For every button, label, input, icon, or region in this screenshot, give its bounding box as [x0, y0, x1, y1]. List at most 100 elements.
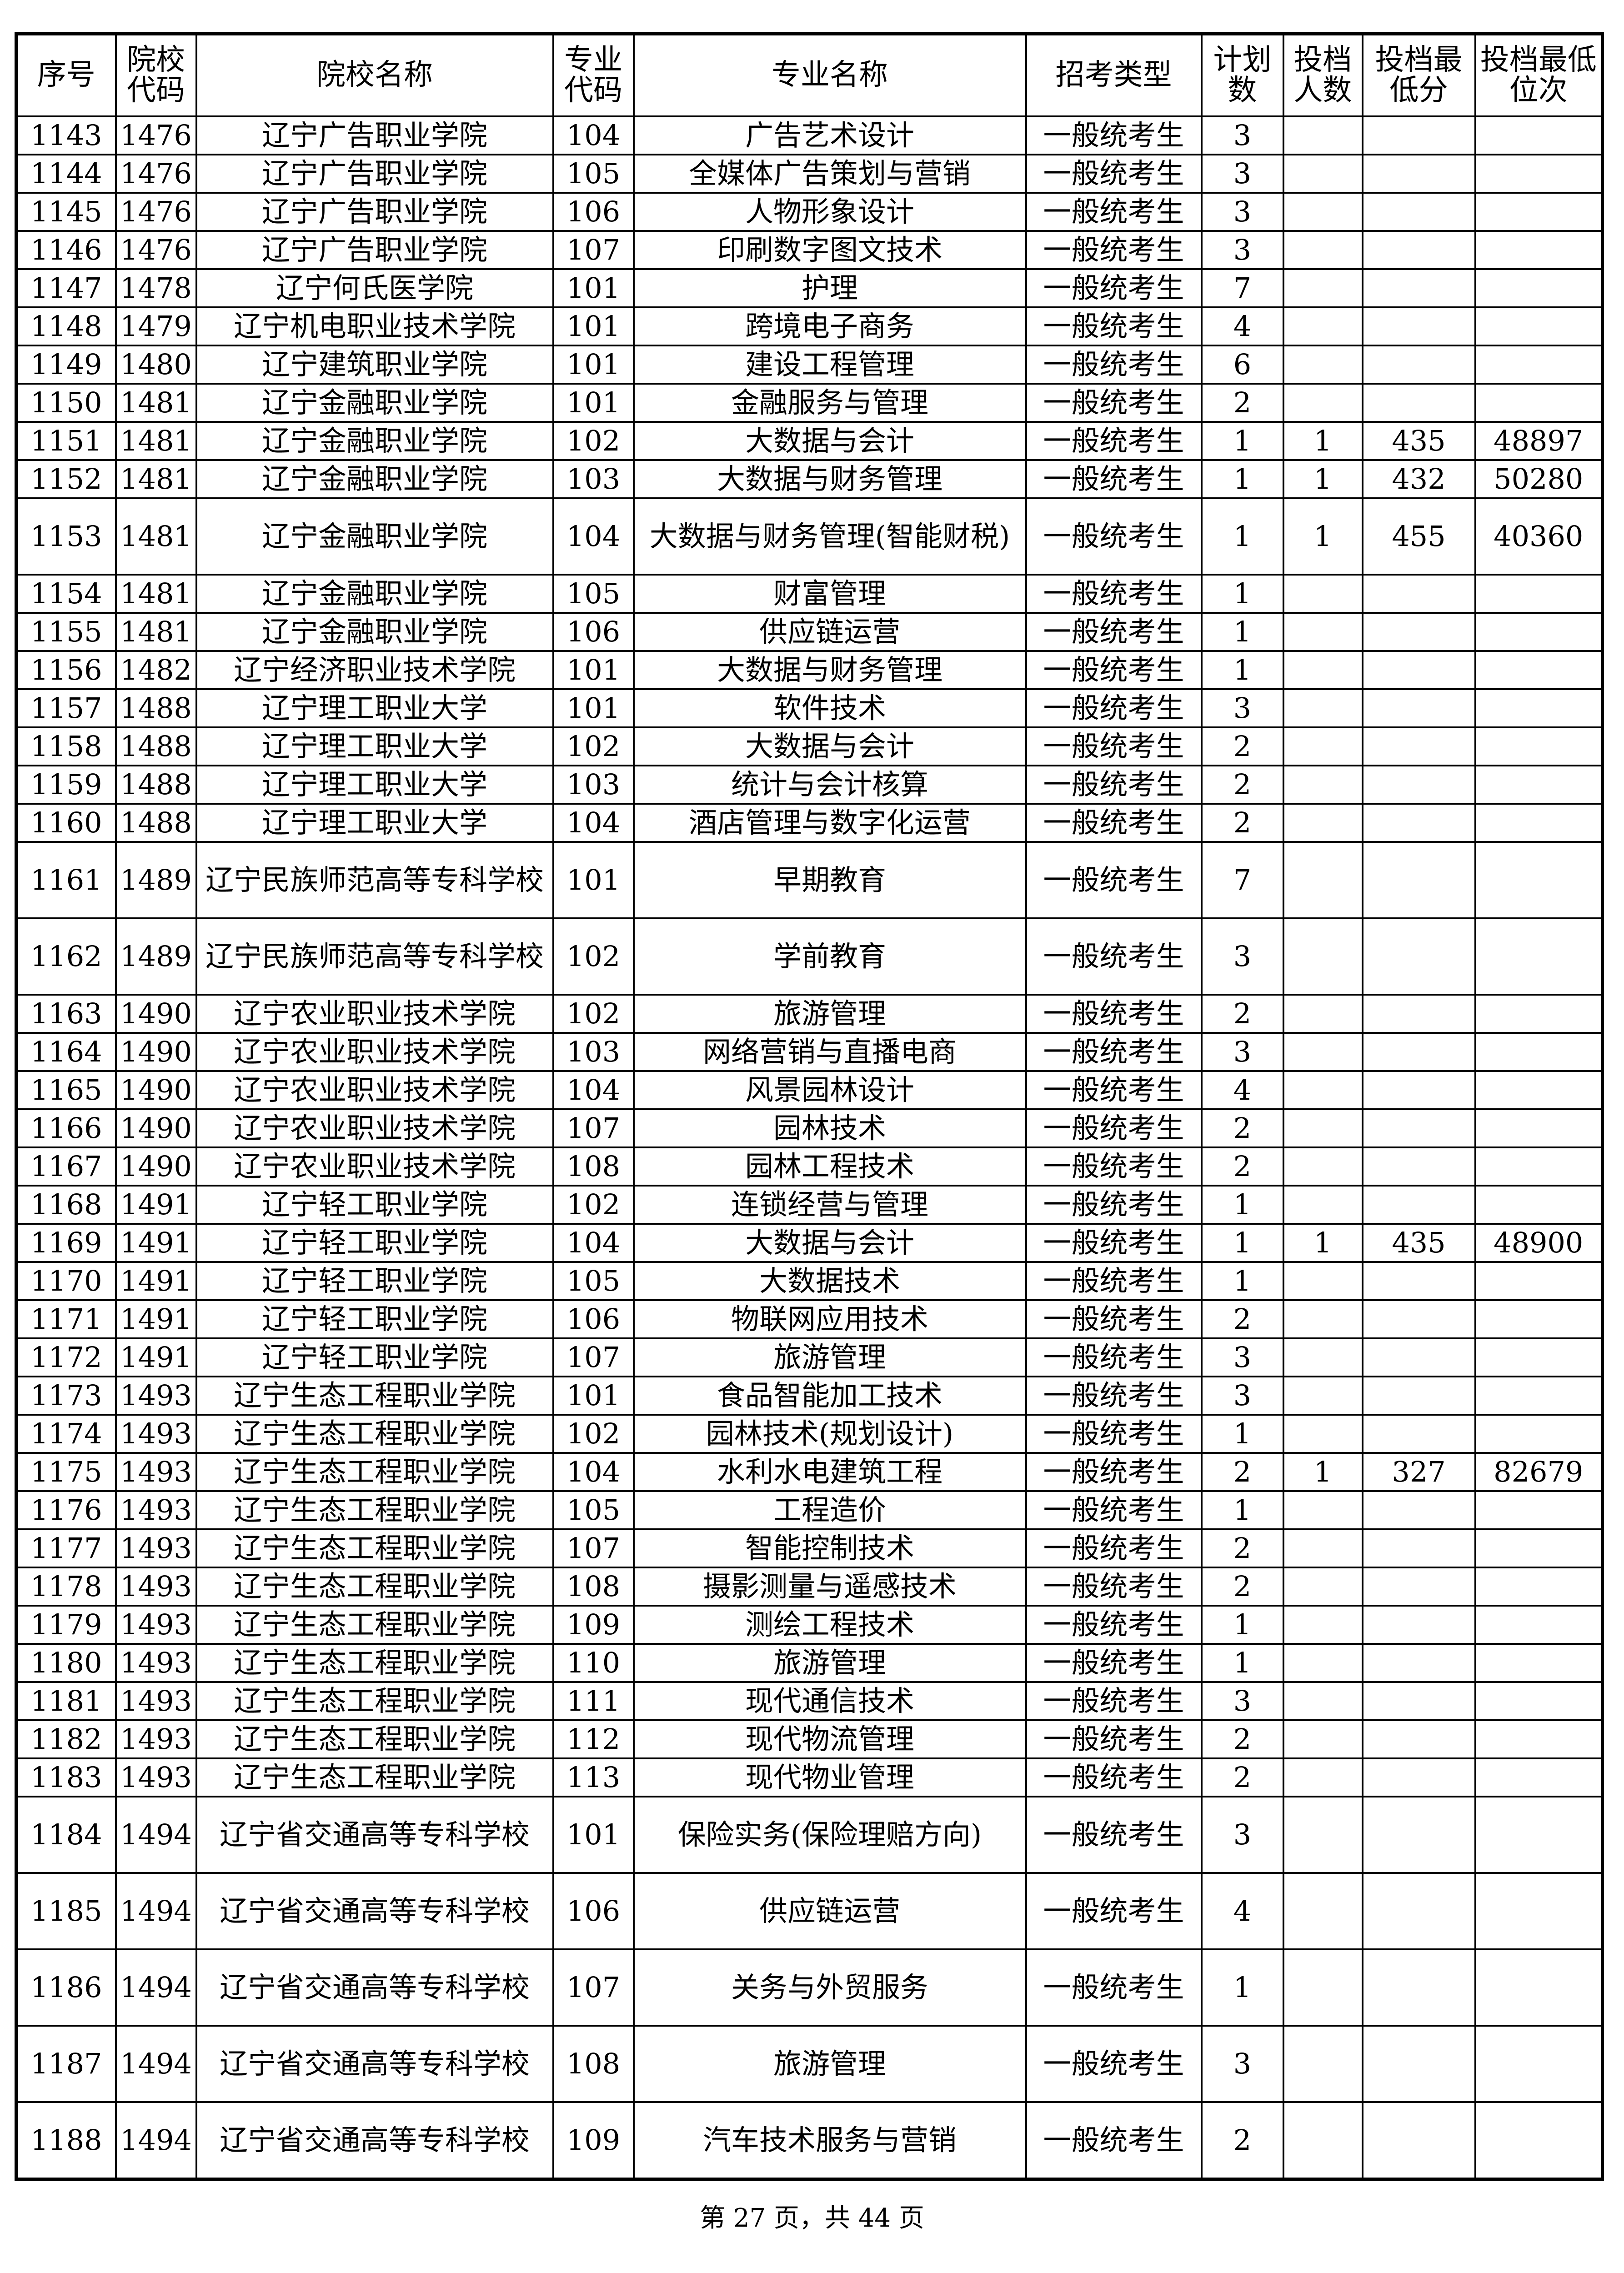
table-row: 1170 1491 辽宁轻工职业学院 105 大数据技术 一般统考生 1	[15, 1261, 1604, 1301]
cell-min-score: 432	[1361, 459, 1476, 499]
table-row: 1151 1481 辽宁金融职业学院 102 大数据与会计 一般统考生 1 1 435 48897	[15, 421, 1604, 461]
cell-major-code: 102	[552, 994, 635, 1034]
cell-major-name: 软件技术	[632, 688, 1027, 728]
cell-admitted-count: 1	[1282, 421, 1363, 461]
cell-min-score	[1361, 306, 1476, 346]
cell-plan-count: 4	[1200, 1872, 1284, 1950]
cell-index: 1151	[15, 421, 117, 461]
cell-major-name: 现代通信技术	[632, 1681, 1027, 1721]
cell-major-code: 104	[552, 803, 635, 843]
cell-plan-count: 7	[1200, 268, 1284, 308]
cell-admitted-count	[1282, 1643, 1363, 1683]
cell-index: 1150	[15, 383, 117, 423]
cell-min-score	[1361, 1299, 1476, 1339]
cell-min-rank	[1474, 917, 1604, 996]
cell-major-name: 大数据与会计	[632, 726, 1027, 766]
cell-plan-count: 1	[1200, 574, 1284, 614]
cell-major-code: 104	[552, 1223, 635, 1263]
cell-school-name: 辽宁轻工职业学院	[195, 1223, 554, 1263]
cell-major-name: 供应链运营	[632, 1872, 1027, 1950]
cell-exam-type: 一般统考生	[1025, 421, 1203, 461]
cell-admitted-count	[1282, 1567, 1363, 1607]
table-row: 1187 1494 辽宁省交通高等专科学校 108 旅游管理 一般统考生 3	[15, 2025, 1604, 2103]
cell-min-score	[1361, 383, 1476, 423]
table-row: 1165 1490 辽宁农业职业技术学院 104 风景园林设计 一般统考生 4	[15, 1070, 1604, 1110]
table-row: 1148 1479 辽宁机电职业技术学院 101 跨境电子商务 一般统考生 4	[15, 306, 1604, 346]
table-row: 1153 1481 辽宁金融职业学院 104 大数据与财务管理(智能财税) 一般统考生 1 1…	[15, 497, 1604, 576]
table-row: 1152 1481 辽宁金融职业学院 103 大数据与财务管理 一般统考生 1 1 432 502…	[15, 459, 1604, 499]
cell-admitted-count	[1282, 1719, 1363, 1759]
cell-min-rank	[1474, 1681, 1604, 1721]
cell-plan-count: 2	[1200, 994, 1284, 1034]
cell-major-code: 103	[552, 765, 635, 805]
cell-major-name: 学前教育	[632, 917, 1027, 996]
cell-plan-count: 1	[1200, 1414, 1284, 1454]
cell-exam-type: 一般统考生	[1025, 1681, 1203, 1721]
cell-min-rank	[1474, 1643, 1604, 1683]
cell-major-code: 111	[552, 1681, 635, 1721]
cell-major-code: 101	[552, 688, 635, 728]
cell-plan-count: 4	[1200, 306, 1284, 346]
cell-school-code: 1479	[115, 306, 197, 346]
cell-admitted-count	[1282, 1185, 1363, 1225]
cell-school-name: 辽宁农业职业技术学院	[195, 1147, 554, 1187]
cell-major-code: 103	[552, 459, 635, 499]
cell-major-code: 107	[552, 1337, 635, 1377]
table-row: 1179 1493 辽宁生态工程职业学院 109 测绘工程技术 一般统考生 1	[15, 1605, 1604, 1645]
cell-plan-count: 3	[1200, 1032, 1284, 1072]
table-row: 1171 1491 辽宁轻工职业学院 106 物联网应用技术 一般统考生 2	[15, 1299, 1604, 1339]
cell-school-name: 辽宁生态工程职业学院	[195, 1719, 554, 1759]
cell-major-name: 现代物业管理	[632, 1757, 1027, 1797]
cell-major-code: 108	[552, 2025, 635, 2103]
cell-major-name: 食品智能加工技术	[632, 1376, 1027, 1416]
cell-index: 1182	[15, 1719, 117, 1759]
cell-min-score	[1361, 1147, 1476, 1187]
cell-exam-type: 一般统考生	[1025, 1490, 1203, 1530]
cell-major-code: 112	[552, 1719, 635, 1759]
table-row: 1161 1489 辽宁民族师范高等专科学校 101 早期教育 一般统考生 7	[15, 841, 1604, 919]
cell-plan-count: 1	[1200, 421, 1284, 461]
cell-admitted-count	[1282, 1299, 1363, 1339]
table-row: 1172 1491 辽宁轻工职业学院 107 旅游管理 一般统考生 3	[15, 1337, 1604, 1377]
cell-min-score	[1361, 1414, 1476, 1454]
cell-index: 1174	[15, 1414, 117, 1454]
cell-plan-count: 7	[1200, 841, 1284, 919]
cell-min-score	[1361, 230, 1476, 270]
cell-index: 1157	[15, 688, 117, 728]
cell-exam-type: 一般统考生	[1025, 192, 1203, 232]
cell-major-code: 107	[552, 1528, 635, 1568]
cell-min-score	[1361, 1719, 1476, 1759]
table-row: 1156 1482 辽宁经济职业技术学院 101 大数据与财务管理 一般统考生 1	[15, 650, 1604, 690]
cell-major-code: 102	[552, 917, 635, 996]
cell-school-code: 1493	[115, 1528, 197, 1568]
header-index: 序号	[15, 33, 117, 117]
cell-school-code: 1490	[115, 1032, 197, 1072]
cell-school-code: 1491	[115, 1261, 197, 1301]
cell-admitted-count	[1282, 841, 1363, 919]
cell-admitted-count	[1282, 917, 1363, 996]
cell-major-code: 104	[552, 1070, 635, 1110]
cell-school-name: 辽宁广告职业学院	[195, 115, 554, 155]
cell-index: 1165	[15, 1070, 117, 1110]
cell-exam-type: 一般统考生	[1025, 650, 1203, 690]
cell-admitted-count: 1	[1282, 1223, 1363, 1263]
cell-school-code: 1488	[115, 803, 197, 843]
cell-min-score	[1361, 612, 1476, 652]
cell-min-score	[1361, 1337, 1476, 1377]
cell-plan-count: 3	[1200, 1376, 1284, 1416]
cell-admitted-count	[1282, 688, 1363, 728]
cell-index: 1177	[15, 1528, 117, 1568]
cell-major-name: 旅游管理	[632, 2025, 1027, 2103]
cell-major-name: 智能控制技术	[632, 1528, 1027, 1568]
table-row: 1155 1481 辽宁金融职业学院 106 供应链运营 一般统考生 1	[15, 612, 1604, 652]
cell-school-name: 辽宁生态工程职业学院	[195, 1681, 554, 1721]
cell-exam-type: 一般统考生	[1025, 1299, 1203, 1339]
cell-major-name: 园林工程技术	[632, 1147, 1027, 1187]
cell-major-name: 园林技术	[632, 1108, 1027, 1148]
cell-min-score	[1361, 574, 1476, 614]
cell-min-rank	[1474, 2101, 1604, 2180]
cell-major-name: 印刷数字图文技术	[632, 230, 1027, 270]
cell-min-rank	[1474, 1605, 1604, 1645]
header-admitted-count: 投档人数	[1282, 33, 1363, 117]
cell-min-rank	[1474, 803, 1604, 843]
